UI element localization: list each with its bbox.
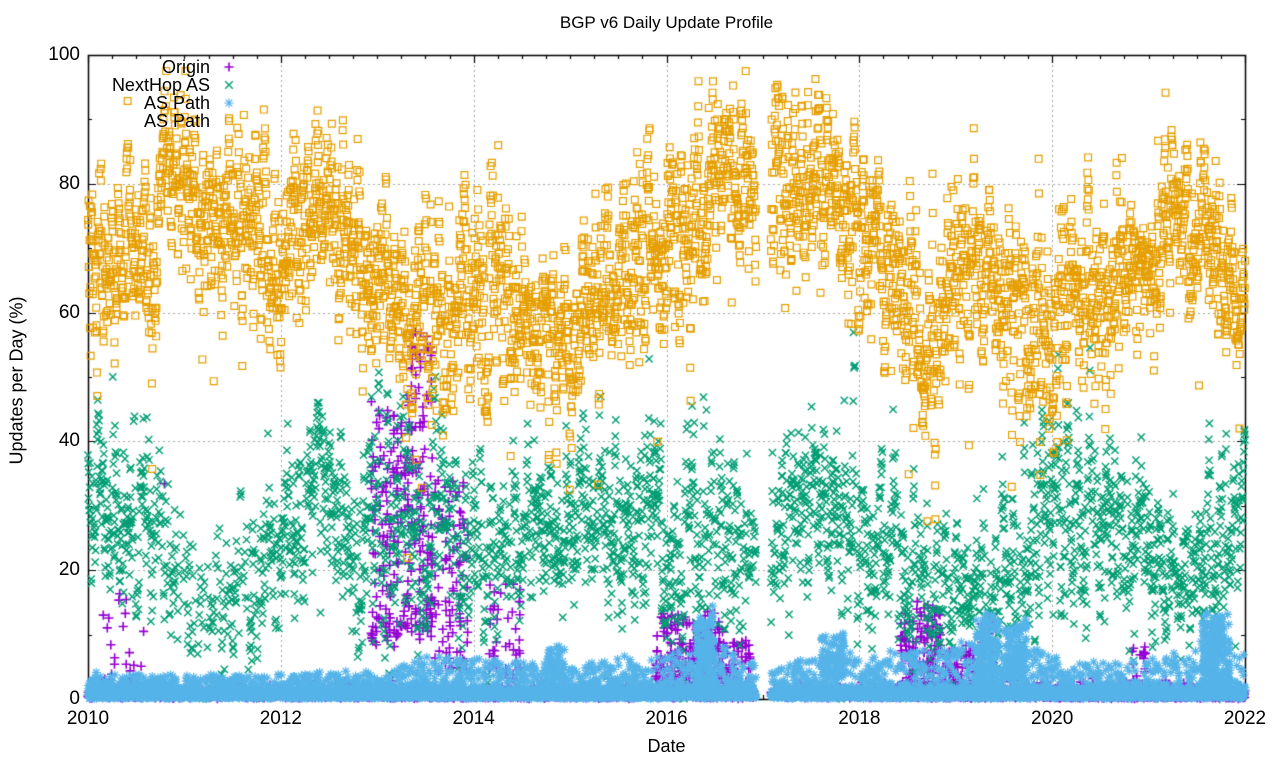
- x-tick-label: 2014: [452, 708, 495, 729]
- x-axis-label: Date: [647, 736, 686, 756]
- legend-item-as-path: AS Path: [70, 93, 240, 113]
- x-tick-label: 2022: [1223, 708, 1267, 729]
- y-tick-label: 100: [48, 44, 80, 65]
- square-marker-icon: [218, 113, 240, 129]
- x-tick-label: 2018: [838, 708, 881, 729]
- legend-label: Origin: [161, 57, 210, 77]
- y-tick-label: 20: [58, 559, 80, 581]
- asterisk-marker-icon: [218, 95, 240, 111]
- y-tick-label: 80: [58, 172, 80, 194]
- x-tick-label: 2010: [66, 708, 110, 729]
- y-tick-label: 60: [58, 301, 80, 323]
- legend-item-origin: Origin: [70, 57, 240, 77]
- x-tick-label: 2016: [645, 708, 688, 729]
- x-tick-label: 2020: [1031, 708, 1074, 729]
- legend-label: AS Path: [143, 111, 210, 131]
- y-tick-label: 0: [69, 688, 80, 709]
- x-tick-label: 2012: [259, 708, 302, 729]
- legend-label: NextHop AS: [111, 75, 210, 95]
- legend-label: AS Path: [143, 93, 210, 113]
- legend-item-nexthop-as: NextHop AS: [70, 75, 240, 95]
- y-axis-label: Updates per Day (%): [6, 296, 27, 465]
- cross-marker-icon: [218, 77, 240, 93]
- y-tick-label: 40: [58, 430, 80, 452]
- legend-item-as-path: AS Path: [70, 111, 240, 131]
- chart-title: BGP v6 Daily Update Profile: [559, 13, 774, 32]
- plus-marker-icon: [218, 59, 240, 75]
